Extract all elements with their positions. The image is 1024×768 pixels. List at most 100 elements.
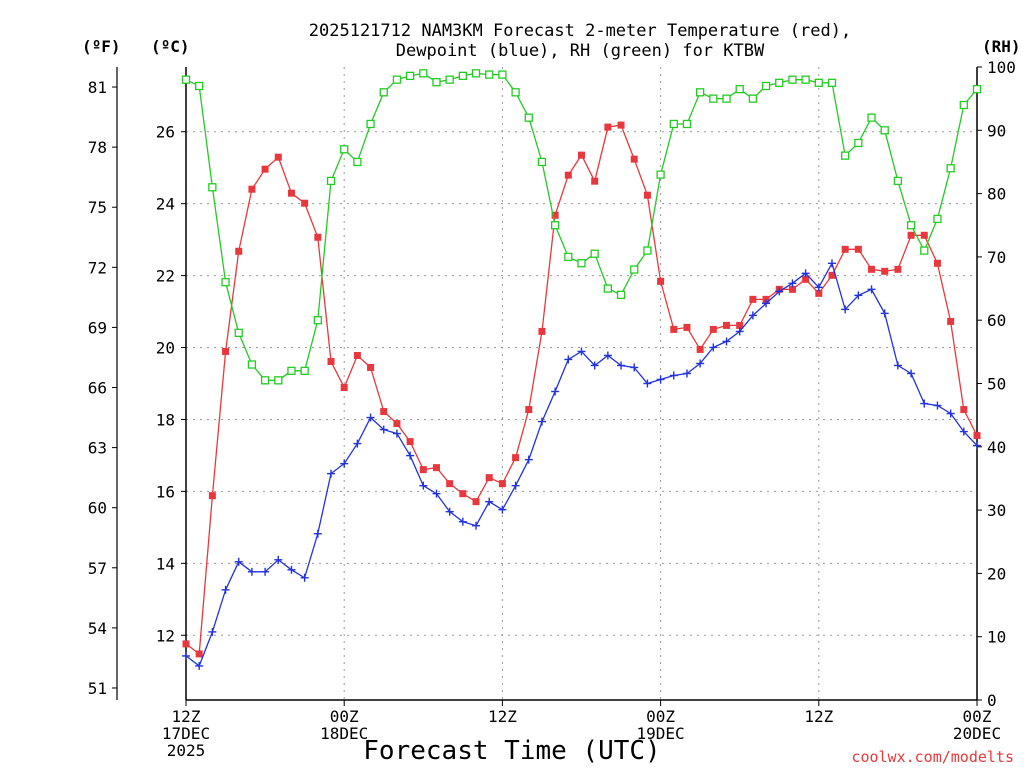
temperature-point	[960, 406, 968, 414]
dewpoint-point	[524, 455, 533, 464]
dewpoint-point	[854, 291, 863, 300]
rh-point	[287, 366, 296, 375]
grid-lines	[186, 67, 977, 700]
temperature-series	[182, 121, 981, 658]
dewpoint-point	[458, 517, 467, 526]
dewpoint-point	[630, 363, 639, 372]
rh-point	[775, 78, 784, 87]
temperature-point	[920, 231, 928, 239]
rh-point	[577, 259, 586, 268]
dewpoint-point	[643, 379, 652, 388]
dewpoint-point	[537, 417, 546, 426]
dewpoint-point	[472, 521, 481, 530]
temperature-point	[736, 321, 744, 329]
dewpoint-point	[893, 361, 902, 370]
dewpoint-point	[182, 651, 190, 660]
dewpoint-point	[973, 441, 981, 450]
dewpoint-point	[261, 567, 270, 576]
dewpoint-point	[959, 427, 968, 436]
rh-point	[405, 71, 415, 81]
rh-point	[630, 265, 639, 274]
temperature-point	[208, 492, 216, 500]
rh-point	[827, 78, 837, 87]
celsius-axis-unit: (ºC)	[151, 37, 190, 56]
rh-point	[379, 88, 388, 97]
temperature-point	[472, 498, 480, 506]
rh-point	[867, 113, 876, 122]
temperature-point	[828, 271, 836, 279]
temperature-point	[709, 325, 717, 333]
series-layer	[181, 69, 982, 670]
dewpoint-point	[814, 283, 823, 292]
temperature-point	[367, 363, 375, 371]
temperature-point	[591, 177, 599, 185]
fahrenheit-tick-label: 51	[88, 679, 107, 698]
rh-point	[906, 221, 916, 230]
temperature-point	[841, 245, 849, 253]
chart-title-line-1: 2025121712 NAM3KM Forecast 2-meter Tempe…	[309, 21, 851, 41]
fahrenheit-tick-label: 63	[88, 439, 107, 458]
rh-point	[537, 157, 547, 167]
temperature-point	[762, 295, 770, 303]
dewpoint-point	[195, 661, 204, 670]
rh-line	[185, 72, 978, 381]
dewpoint-point	[366, 413, 375, 422]
dewpoint-point	[577, 347, 586, 356]
dewpoint-point	[485, 497, 494, 506]
celsius-tick-label: 24	[156, 195, 175, 214]
temperature-point	[248, 185, 256, 193]
time-tick-label: 18DEC	[320, 724, 368, 743]
rh-tick-label: 30	[987, 501, 1006, 520]
rh-point	[946, 164, 955, 173]
rh-point	[432, 78, 441, 87]
dewpoint-point	[696, 359, 705, 368]
dewpoint-point	[946, 409, 955, 418]
dewpoint-point	[340, 459, 349, 468]
rh-point	[748, 94, 758, 103]
rh-point	[564, 252, 573, 262]
temperature-point	[788, 285, 796, 293]
rh-point	[471, 69, 481, 78]
chart-title-line-2: Dewpoint (blue), RH (green) for KTBW	[396, 41, 765, 61]
rh-point	[550, 221, 560, 230]
rh-tick-label: 90	[987, 121, 1006, 140]
dewpoint-point	[287, 565, 296, 574]
dewpoint-point	[551, 387, 560, 396]
rh-point	[603, 284, 613, 293]
temperature-point	[340, 384, 348, 392]
rh-point	[485, 70, 494, 79]
dewpoint-point	[920, 399, 929, 408]
rh-point	[709, 94, 718, 103]
rh-point	[419, 69, 428, 78]
temperature-point	[182, 640, 190, 648]
temperature-point	[261, 165, 269, 173]
rh-point	[195, 81, 204, 91]
dewpoint-point	[498, 505, 507, 514]
rh-tick-label: 60	[987, 311, 1006, 330]
dewpoint-point	[234, 557, 243, 566]
temperature-point	[301, 199, 309, 207]
dewpoint-point	[933, 401, 942, 410]
time-tick-label: 00Z	[330, 707, 359, 726]
fahrenheit-tick-label: 54	[88, 619, 107, 638]
dewpoint-point	[617, 361, 626, 370]
time-tick-label: 12Z	[488, 707, 517, 726]
dewpoint-point	[880, 309, 889, 318]
dewpoint-point	[709, 343, 718, 352]
dewpoint-point	[590, 361, 599, 370]
rh-point	[893, 176, 903, 186]
temperature-point	[749, 295, 757, 303]
celsius-tick-label: 16	[156, 482, 175, 501]
rh-point	[208, 183, 217, 192]
rh-point	[221, 278, 230, 287]
celsius-tick-label: 20	[156, 339, 175, 358]
temperature-point	[485, 474, 493, 482]
temperature-point	[498, 480, 506, 488]
rh-axis: 0 10 20 30 40 50 60 70 80 90 100	[977, 58, 1016, 710]
dewpoint-point	[656, 375, 665, 384]
celsius-tick-label: 12	[156, 626, 175, 645]
fahrenheit-tick-label: 81	[88, 78, 107, 97]
dewpoint-point	[313, 529, 322, 538]
celsius-tick-label: 14	[156, 554, 175, 573]
